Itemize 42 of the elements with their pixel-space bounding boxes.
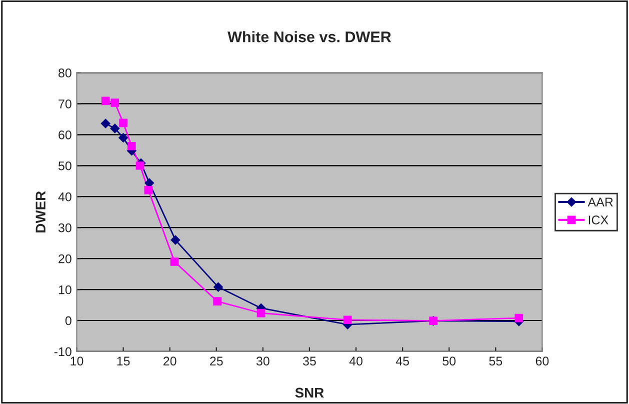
x-tick-label: 30 — [256, 356, 270, 366]
point — [213, 297, 222, 306]
point — [127, 142, 136, 150]
point — [170, 257, 179, 266]
point — [343, 316, 352, 324]
y-axis-title: DWER — [36, 191, 46, 232]
y-tick-label: 40 — [58, 192, 72, 202]
point — [256, 308, 266, 318]
y-tick-label: 70 — [58, 99, 72, 108]
point — [101, 96, 110, 106]
y-tick-label: 50 — [58, 161, 72, 170]
x-tick-label: 40 — [349, 356, 362, 366]
x-tick-label: 35 — [302, 356, 316, 366]
point — [214, 282, 223, 292]
legend-label: AAR — [588, 198, 613, 206]
point — [110, 124, 120, 134]
point — [119, 118, 128, 128]
y-tick-label: 0 — [65, 316, 72, 326]
chart-title: White Noise vs. DWER — [228, 31, 392, 42]
x-tick-label: 55 — [489, 356, 502, 366]
point — [118, 133, 128, 142]
point — [514, 314, 524, 322]
x-tick-label: 45 — [396, 356, 409, 366]
y-tick-label: 80 — [58, 68, 72, 78]
x-tick-label: 60 — [536, 356, 549, 366]
y-tick-label: 60 — [58, 130, 72, 140]
legend-label: ICX — [588, 216, 608, 224]
y-tick-label: 10 — [58, 285, 72, 294]
y-tick-label: 20 — [58, 254, 72, 264]
x-tick-label: 10 — [70, 356, 84, 366]
point — [136, 161, 144, 170]
point — [144, 186, 153, 194]
y-tick-label: 30 — [58, 223, 72, 232]
x-tick-label: 20 — [164, 356, 176, 366]
y-tick-label: -10 — [54, 347, 72, 356]
point — [100, 118, 110, 128]
point — [110, 98, 120, 107]
point — [170, 235, 180, 245]
x-axis-title: SNR — [295, 388, 324, 398]
x-tick-label: 50 — [442, 356, 456, 366]
x-tick-label: 25 — [210, 356, 223, 366]
x-tick-label: 15 — [117, 356, 130, 366]
